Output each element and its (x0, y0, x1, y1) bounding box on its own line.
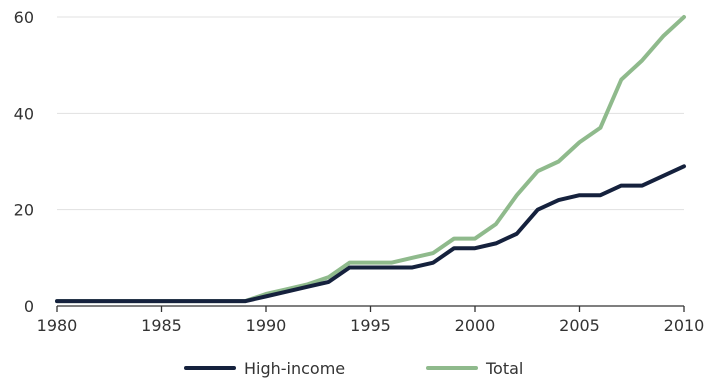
legend-label-high-income: High-income (244, 359, 345, 378)
series-lines (55, 15, 686, 304)
gridlines (57, 16, 684, 211)
x-tick-label: 2000 (455, 316, 496, 335)
x-tick-label: 1985 (141, 316, 182, 335)
x-tick-label: 2005 (559, 316, 600, 335)
x-tick-label: 1990 (246, 316, 287, 335)
x-axis-tick-labels: 1980 1985 1990 1995 2000 2005 2010 (37, 316, 705, 335)
series-line-high-income (55, 164, 686, 304)
y-axis-tick-labels: 0 20 40 60 (14, 8, 34, 316)
x-tick-label: 1995 (350, 316, 391, 335)
y-tick-label: 40 (14, 104, 34, 123)
y-tick-label: 20 (14, 201, 34, 220)
x-axis (56, 305, 685, 312)
x-tick-label: 2010 (664, 316, 705, 335)
y-tick-label: 60 (14, 8, 34, 27)
legend: High-income Total (184, 359, 523, 378)
legend-label-total: Total (485, 359, 523, 378)
series-line-total (55, 15, 686, 304)
y-tick-label: 0 (24, 297, 34, 316)
x-tick-label: 1980 (37, 316, 78, 335)
